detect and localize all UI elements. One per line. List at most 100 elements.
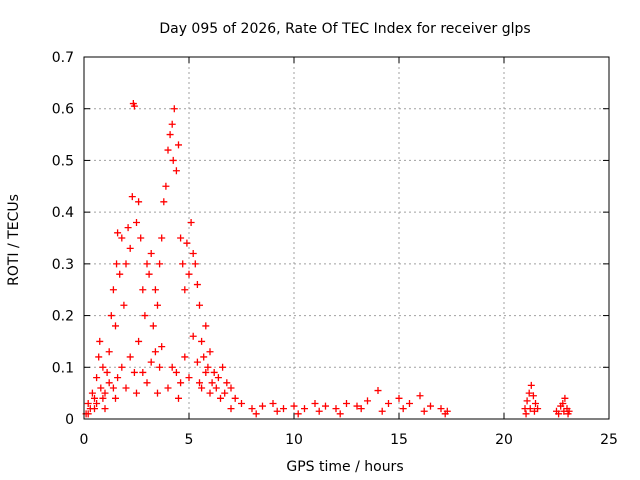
data-point (395, 394, 403, 402)
data-point (170, 105, 178, 113)
data-points (82, 100, 573, 418)
data-point (273, 407, 281, 415)
data-point (147, 358, 155, 366)
data-point (204, 363, 212, 371)
data-point (130, 102, 138, 110)
data-point (193, 281, 201, 289)
data-point (103, 368, 111, 376)
data-point (196, 301, 203, 309)
data-point (139, 286, 147, 294)
data-point (141, 312, 149, 320)
x-tick-label: 10 (285, 432, 303, 448)
data-point (143, 379, 151, 387)
data-point (202, 368, 210, 376)
data-point (564, 410, 572, 418)
data-point (183, 239, 191, 247)
data-point (217, 394, 224, 402)
data-point (198, 337, 206, 345)
data-point (560, 407, 568, 415)
data-point (97, 384, 105, 392)
y-tick-label: 0.3 (52, 257, 74, 273)
data-point (191, 260, 199, 268)
data-point (162, 182, 170, 190)
y-tick-label: 0.1 (52, 360, 74, 376)
data-point (88, 389, 96, 397)
x-tick-label: 5 (185, 432, 194, 448)
data-point (130, 368, 138, 376)
data-point (420, 407, 428, 415)
data-point (164, 146, 172, 154)
data-point (147, 250, 155, 258)
y-tick-label: 0.6 (52, 102, 74, 118)
data-point (427, 402, 434, 410)
data-point (122, 260, 130, 268)
data-point (196, 379, 203, 387)
data-point (208, 379, 216, 387)
data-point (135, 337, 143, 345)
data-point (179, 260, 187, 268)
data-point (378, 407, 386, 415)
data-point (133, 389, 140, 397)
data-point (101, 389, 109, 397)
data-point (214, 374, 222, 382)
data-point (158, 343, 166, 351)
chart-title: Day 095 of 2026, Rate Of TEC Index for r… (159, 21, 530, 37)
data-point (343, 399, 350, 407)
data-point (181, 286, 189, 294)
data-point (168, 363, 176, 371)
axis-ticks: 0 0.1 0.2 0.3 0.4 0.5 0.6 0.7 0 5 10 15 20 25 (52, 50, 618, 448)
data-point (96, 337, 104, 345)
data-point (353, 402, 361, 410)
x-axis-label: GPS time / hours (286, 459, 403, 475)
data-point (525, 389, 533, 397)
data-point (385, 399, 392, 407)
data-point (175, 141, 182, 149)
x-tick-label: 0 (80, 432, 89, 448)
data-point (99, 363, 107, 371)
data-point (555, 410, 563, 418)
data-point (109, 286, 117, 294)
data-point (206, 348, 214, 356)
data-point (290, 402, 298, 410)
data-point (231, 394, 239, 402)
data-point (137, 234, 145, 242)
data-point (364, 397, 371, 405)
y-tick-label: 0 (65, 412, 74, 428)
data-point (128, 193, 136, 201)
data-point (133, 218, 140, 226)
data-point (181, 353, 189, 361)
data-point (527, 381, 535, 389)
data-point (212, 384, 220, 392)
data-point (156, 363, 164, 371)
data-point (416, 392, 424, 400)
data-point (315, 407, 323, 415)
y-tick-label: 0.4 (52, 205, 74, 221)
data-point (198, 384, 206, 392)
data-point (107, 312, 115, 320)
data-point (357, 405, 365, 413)
data-point (145, 270, 153, 278)
data-point (93, 399, 101, 407)
data-point (164, 384, 172, 392)
data-point (561, 394, 569, 402)
data-point (301, 405, 308, 413)
data-point (166, 131, 174, 139)
data-point (189, 250, 197, 258)
data-point (522, 410, 530, 418)
data-point (143, 260, 151, 268)
data-point (91, 394, 98, 402)
data-point (175, 394, 182, 402)
data-point (227, 384, 235, 392)
data-point (210, 368, 218, 376)
data-point (172, 368, 180, 376)
data-point (120, 301, 128, 309)
y-axis-label: ROTI / TECUs (6, 194, 22, 286)
data-point (532, 399, 539, 407)
data-point (529, 392, 537, 400)
data-point (206, 389, 214, 397)
data-point (559, 399, 567, 407)
data-point (112, 394, 119, 402)
data-point (151, 286, 159, 294)
